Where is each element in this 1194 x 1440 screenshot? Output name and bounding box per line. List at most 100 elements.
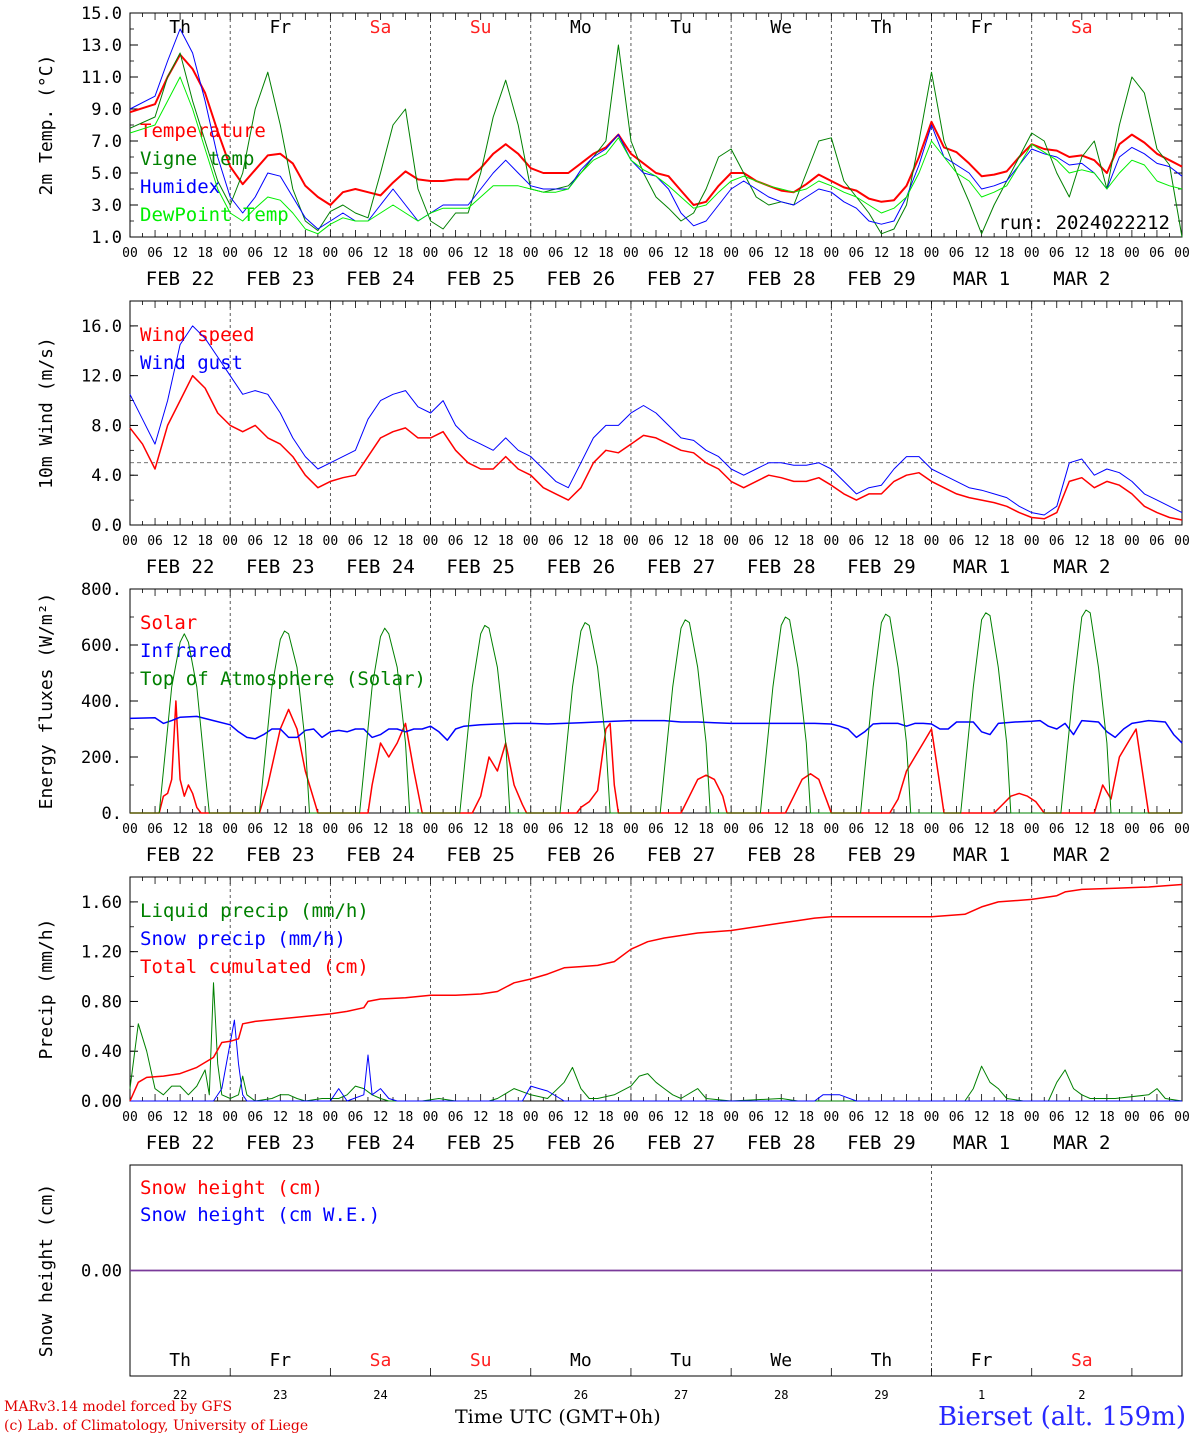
hour-tick-label: 12 <box>573 246 589 261</box>
legend-entry: Snow height (cm W.E.) <box>140 1204 380 1226</box>
hour-tick-label: 00 <box>1124 822 1140 837</box>
hour-tick-label: 00 <box>222 1110 238 1125</box>
credit-line-model: MARv3.14 model forced by GFS <box>4 1399 233 1415</box>
hour-tick-label: 06 <box>1149 246 1165 261</box>
y-tick-label: 16.0 <box>81 317 122 337</box>
y-tick-label: 0.00 <box>81 1092 122 1112</box>
hour-tick-label: 00 <box>122 246 138 261</box>
hour-tick-label: 06 <box>949 534 965 549</box>
hour-tick-label: 12 <box>1074 246 1090 261</box>
hour-tick-label: 12 <box>272 1110 288 1125</box>
hour-tick-label: 00 <box>122 1110 138 1125</box>
y-tick-label: 0.0 <box>91 516 122 536</box>
hour-tick-label: 12 <box>272 246 288 261</box>
day-name-label: Su <box>470 1350 492 1371</box>
date-label: FEB 27 <box>647 556 716 578</box>
hour-tick-label: 00 <box>623 1110 639 1125</box>
day-name-label: Sa <box>370 17 392 38</box>
day-number-label: 26 <box>574 1388 588 1400</box>
date-label: FEB 29 <box>847 1132 916 1154</box>
hour-tick-label: 18 <box>798 822 814 837</box>
hour-tick-label: 06 <box>247 534 263 549</box>
hour-tick-label: 12 <box>1074 1110 1090 1125</box>
station-name: Bierset (alt. 159m) <box>937 1402 1186 1432</box>
hour-tick-label: 18 <box>398 246 414 261</box>
hour-tick-label: 18 <box>197 822 213 837</box>
hour-tick-label: 18 <box>899 822 915 837</box>
hour-tick-label: 18 <box>899 1110 915 1125</box>
day-name-label: Mo <box>570 1350 592 1371</box>
hour-tick-label: 18 <box>298 1110 314 1125</box>
hour-tick-label: 06 <box>548 246 564 261</box>
date-label: FEB 22 <box>146 1132 215 1154</box>
y-tick-label: 1.0 <box>91 228 122 248</box>
hour-tick-label: 18 <box>298 822 314 837</box>
date-label: FEB 28 <box>747 844 816 866</box>
day-name-label: Sa <box>1071 17 1093 38</box>
hour-tick-label: 00 <box>1024 534 1040 549</box>
hour-tick-label: 06 <box>648 1110 664 1125</box>
y-tick-label: 0.80 <box>81 992 122 1012</box>
hour-tick-label: 18 <box>1099 246 1115 261</box>
hour-tick-label: 06 <box>1049 534 1065 549</box>
hour-tick-label: 18 <box>298 246 314 261</box>
hour-tick-label: 18 <box>698 1110 714 1125</box>
hour-tick-label: 18 <box>698 534 714 549</box>
hour-tick-label: 12 <box>773 534 789 549</box>
day-name-label: Fr <box>971 1350 993 1371</box>
hour-tick-label: 12 <box>172 534 188 549</box>
date-label: FEB 28 <box>747 268 816 290</box>
y-axis-title-snow: Snow height (cm) <box>36 1184 57 1357</box>
date-label: FEB 29 <box>847 844 916 866</box>
hour-tick-label: 12 <box>373 1110 389 1125</box>
hour-tick-label: 18 <box>798 534 814 549</box>
date-label: FEB 25 <box>446 1132 515 1154</box>
y-tick-label: 5.0 <box>91 164 122 184</box>
date-label: FEB 25 <box>446 844 515 866</box>
hour-tick-label: 18 <box>1099 822 1115 837</box>
hour-tick-label: 18 <box>398 534 414 549</box>
hour-tick-label: 06 <box>949 822 965 837</box>
day-name-label: Sa <box>370 1350 392 1371</box>
hour-tick-label: 00 <box>423 1110 439 1125</box>
hour-tick-label: 00 <box>1024 822 1040 837</box>
hour-tick-label: 06 <box>448 246 464 261</box>
hour-tick-label: 12 <box>974 246 990 261</box>
hour-tick-label: 12 <box>874 1110 890 1125</box>
date-label: FEB 27 <box>647 1132 716 1154</box>
hour-tick-label: 18 <box>899 246 915 261</box>
hour-tick-label: 18 <box>197 246 213 261</box>
date-label: MAR 1 <box>953 1132 1010 1154</box>
hour-tick-label: 00 <box>623 534 639 549</box>
hour-tick-label: 00 <box>824 822 840 837</box>
hour-tick-label: 12 <box>673 822 689 837</box>
hour-tick-label: 12 <box>373 822 389 837</box>
hour-tick-label: 00 <box>723 822 739 837</box>
legend-entry: Humidex <box>140 176 220 198</box>
date-label: MAR 2 <box>1053 556 1110 578</box>
hour-tick-label: 00 <box>924 822 940 837</box>
hour-tick-label: 06 <box>1049 822 1065 837</box>
day-number-label: 27 <box>674 1388 688 1400</box>
series-line-precip-0 <box>129 982 1183 1102</box>
date-label: FEB 26 <box>547 268 616 290</box>
hour-tick-label: 00 <box>1124 1110 1140 1125</box>
hour-tick-label: 00 <box>1174 1110 1190 1125</box>
hour-tick-label: 06 <box>949 246 965 261</box>
hour-tick-label: 12 <box>473 246 489 261</box>
hour-tick-label: 00 <box>122 822 138 837</box>
y-tick-label: 15.0 <box>81 4 122 24</box>
hour-tick-label: 00 <box>423 246 439 261</box>
y-tick-label: 12.0 <box>81 367 122 387</box>
hour-tick-label: 00 <box>824 1110 840 1125</box>
date-label: FEB 27 <box>647 844 716 866</box>
hour-tick-label: 00 <box>723 246 739 261</box>
y-axis-title-wind: 10m Wind (m/s) <box>36 337 57 489</box>
y-axis-title-precip: Precip (mm/h) <box>36 919 57 1060</box>
series-line-energy-1 <box>129 715 1183 744</box>
legend-entry: Solar <box>140 612 197 634</box>
hour-tick-label: 00 <box>323 246 339 261</box>
hour-tick-label: 12 <box>673 1110 689 1125</box>
date-label: FEB 26 <box>547 1132 616 1154</box>
series-line-energy-0 <box>130 700 1182 814</box>
